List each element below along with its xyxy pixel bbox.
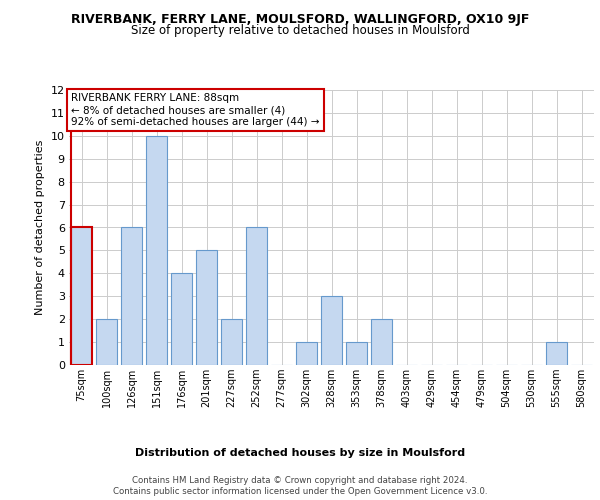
Bar xyxy=(146,136,167,365)
Bar xyxy=(71,228,92,365)
Y-axis label: Number of detached properties: Number of detached properties xyxy=(35,140,45,315)
Text: RIVERBANK, FERRY LANE, MOULSFORD, WALLINGFORD, OX10 9JF: RIVERBANK, FERRY LANE, MOULSFORD, WALLIN… xyxy=(71,12,529,26)
Bar xyxy=(346,342,367,365)
Bar xyxy=(546,342,567,365)
Text: Size of property relative to detached houses in Moulsford: Size of property relative to detached ho… xyxy=(131,24,469,37)
Bar xyxy=(321,296,342,365)
Text: Contains HM Land Registry data © Crown copyright and database right 2024.: Contains HM Land Registry data © Crown c… xyxy=(132,476,468,485)
Text: RIVERBANK FERRY LANE: 88sqm
← 8% of detached houses are smaller (4)
92% of semi-: RIVERBANK FERRY LANE: 88sqm ← 8% of deta… xyxy=(71,94,320,126)
Bar xyxy=(171,274,192,365)
Bar xyxy=(371,319,392,365)
Bar xyxy=(221,319,242,365)
Bar xyxy=(96,319,117,365)
Bar xyxy=(246,228,267,365)
Bar xyxy=(121,228,142,365)
Text: Contains public sector information licensed under the Open Government Licence v3: Contains public sector information licen… xyxy=(113,487,487,496)
Bar xyxy=(296,342,317,365)
Bar xyxy=(196,250,217,365)
Text: Distribution of detached houses by size in Moulsford: Distribution of detached houses by size … xyxy=(135,448,465,458)
